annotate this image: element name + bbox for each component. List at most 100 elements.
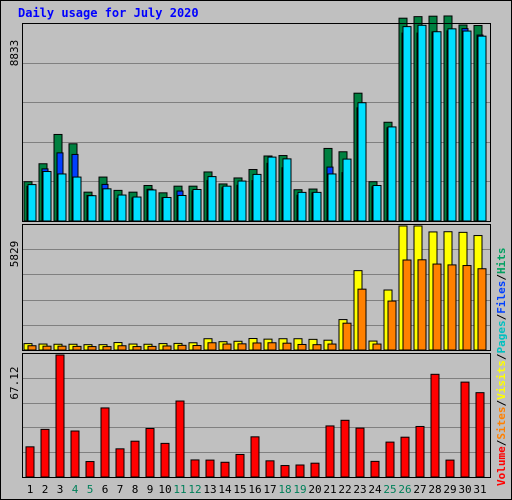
chart-title: Daily usage for July 2020 (18, 6, 199, 20)
legend-separator: / (495, 353, 508, 360)
bar-pages (42, 171, 52, 222)
x-tick-label: 13 (203, 483, 216, 496)
bar-volume (295, 464, 305, 478)
bar-pages (297, 191, 307, 222)
bar-sites (477, 268, 487, 351)
bar-volume (55, 354, 65, 478)
x-tick-label: 19 (293, 483, 306, 496)
x-tick-label: 10 (158, 483, 171, 496)
bar-volume (280, 465, 290, 478)
x-tick-label: 1 (27, 483, 34, 496)
bar-sites (417, 259, 427, 351)
bar-sites (387, 300, 397, 351)
legend-item-sites: Sites (495, 407, 508, 440)
bar-sites (327, 343, 337, 351)
legend-item-pages: Pages (495, 320, 508, 353)
legend-item-volume: Volume (495, 446, 508, 486)
bar-pages (27, 184, 37, 222)
x-tick-label: 17 (263, 483, 276, 496)
bar-sites (402, 259, 412, 351)
bar-pages (57, 173, 67, 222)
bar-volume (70, 430, 80, 478)
bar-volume (310, 462, 320, 478)
bar-pages (447, 28, 457, 222)
bar-volume (40, 428, 50, 478)
bar-pages (237, 180, 247, 222)
x-tick-label: 7 (117, 483, 124, 496)
bar-volume (250, 436, 260, 478)
bar-sites (162, 345, 172, 351)
bar-volume (475, 392, 485, 478)
bar-sites (222, 343, 232, 351)
bar-volume (445, 459, 455, 478)
legend-separator: / (495, 439, 508, 446)
bar-pages (462, 30, 472, 222)
bar-sites (342, 322, 352, 351)
bar-volume (220, 461, 230, 478)
panel-sites-visits (22, 224, 490, 350)
bar-pages (267, 156, 277, 222)
bar-sites (102, 346, 112, 351)
bar-pages (417, 24, 427, 222)
bar-pages (312, 191, 322, 222)
bar-sites (372, 343, 382, 351)
bar-sites (87, 346, 97, 351)
x-tick-label: 23 (353, 483, 366, 496)
bar-volume (25, 446, 35, 478)
x-tick-label: 2 (42, 483, 49, 496)
x-tick-label: 5 (87, 483, 94, 496)
bar-sites (57, 345, 67, 351)
bar-sites (447, 264, 457, 351)
bar-volume (265, 460, 275, 478)
bar-pages (372, 184, 382, 222)
bar-pages (327, 173, 337, 222)
bar-volume (175, 400, 185, 478)
bar-sites (132, 346, 142, 351)
bar-sites (312, 344, 322, 351)
x-tick-label: 4 (72, 483, 79, 496)
x-tick-label: 15 (233, 483, 246, 496)
x-tick-label: 6 (102, 483, 109, 496)
bar-volume (205, 459, 215, 478)
bar-pages (282, 158, 292, 222)
x-tick-label: 3 (57, 483, 64, 496)
legend: Volume/Sites/Visits/Pages/Files/Hits (495, 248, 508, 487)
panel-border (22, 23, 491, 222)
bar-sites (252, 342, 262, 351)
bar-sites (192, 345, 202, 351)
bar-pages (342, 158, 352, 222)
bar-sites (237, 343, 247, 351)
bar-volume (355, 427, 365, 478)
legend-separator: / (495, 274, 508, 281)
x-tick-label: 21 (323, 483, 336, 496)
bar-pages (72, 176, 82, 222)
max-value-label: 5829 (8, 241, 21, 268)
bar-pages (117, 194, 127, 222)
legend-item-files: Files (495, 281, 508, 314)
bar-volume (400, 436, 410, 478)
x-tick-label: 12 (188, 483, 201, 496)
bar-sites (72, 345, 82, 351)
bar-volume (235, 453, 245, 478)
x-tick-label: 8 (132, 483, 139, 496)
bar-pages (87, 195, 97, 222)
legend-item-visits: Visits (495, 360, 508, 400)
x-tick-label: 18 (278, 483, 291, 496)
bar-volume (100, 407, 110, 478)
bar-volume (325, 425, 335, 478)
bar-pages (102, 188, 112, 222)
bar-sites (27, 345, 37, 351)
bar-volume (115, 448, 125, 478)
bar-sites (462, 265, 472, 351)
bar-sites (357, 288, 367, 351)
x-tick-label: 30 (458, 483, 471, 496)
bar-volume (460, 381, 470, 478)
bar-sites (432, 263, 442, 351)
x-tick-label: 31 (473, 483, 486, 496)
bar-pages (357, 102, 367, 222)
legend-separator: / (495, 313, 508, 320)
bar-pages (402, 26, 412, 222)
x-tick-label: 16 (248, 483, 261, 496)
bar-pages (477, 35, 487, 222)
bar-pages (387, 126, 397, 222)
